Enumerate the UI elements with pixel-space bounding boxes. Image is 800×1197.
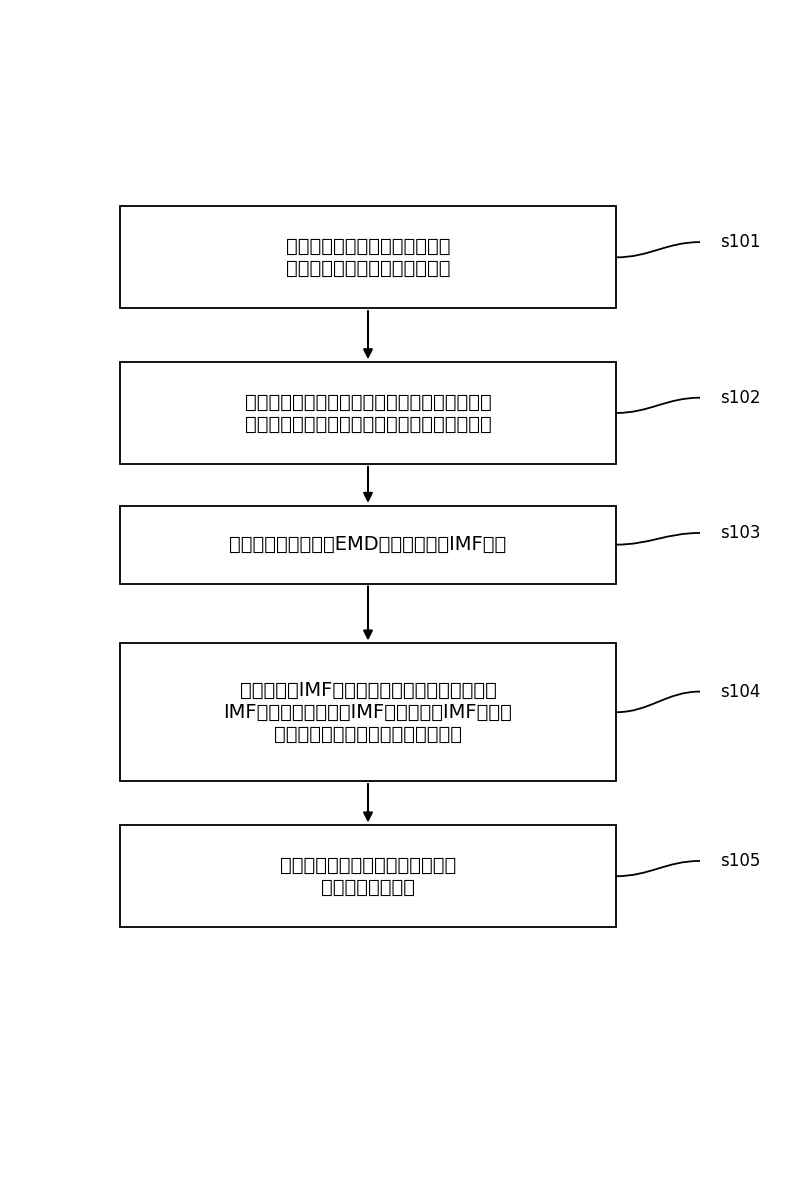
FancyBboxPatch shape <box>120 505 616 583</box>
Text: 根据所述各IMF分量与原信号的相关系数，判断
IMF分量的真伪，剔除IMF伪分量，对IMF真分量
进行分析，选出含有故障特征的分量: 根据所述各IMF分量与原信号的相关系数，判断 IMF分量的真伪，剔除IMF伪分量… <box>223 681 513 743</box>
FancyBboxPatch shape <box>120 206 616 309</box>
FancyBboxPatch shape <box>120 826 616 926</box>
Text: 利用加速度传感器对风电齿轮箱
进行测量，获得振动加速度信号: 利用加速度传感器对风电齿轮箱 进行测量，获得振动加速度信号 <box>286 237 450 278</box>
Text: 获取含有故障特征分量的包络谱，
从中提取故障特征: 获取含有故障特征分量的包络谱， 从中提取故障特征 <box>280 856 456 897</box>
Text: 对所述降噪信号进行EMD分解，得到各IMF分量: 对所述降噪信号进行EMD分解，得到各IMF分量 <box>230 535 506 554</box>
Text: s105: s105 <box>720 852 760 870</box>
Text: 对所述信号进行小波分解，采用小波半软阈值法
进行消噪预处理，消除干扰噪声，得到降噪信号: 对所述信号进行小波分解，采用小波半软阈值法 进行消噪预处理，消除干扰噪声，得到降… <box>245 393 491 433</box>
FancyBboxPatch shape <box>120 644 616 780</box>
FancyBboxPatch shape <box>120 361 616 464</box>
Text: s101: s101 <box>720 233 761 251</box>
Text: s104: s104 <box>720 682 760 700</box>
Text: s102: s102 <box>720 389 761 407</box>
Text: s103: s103 <box>720 524 761 542</box>
